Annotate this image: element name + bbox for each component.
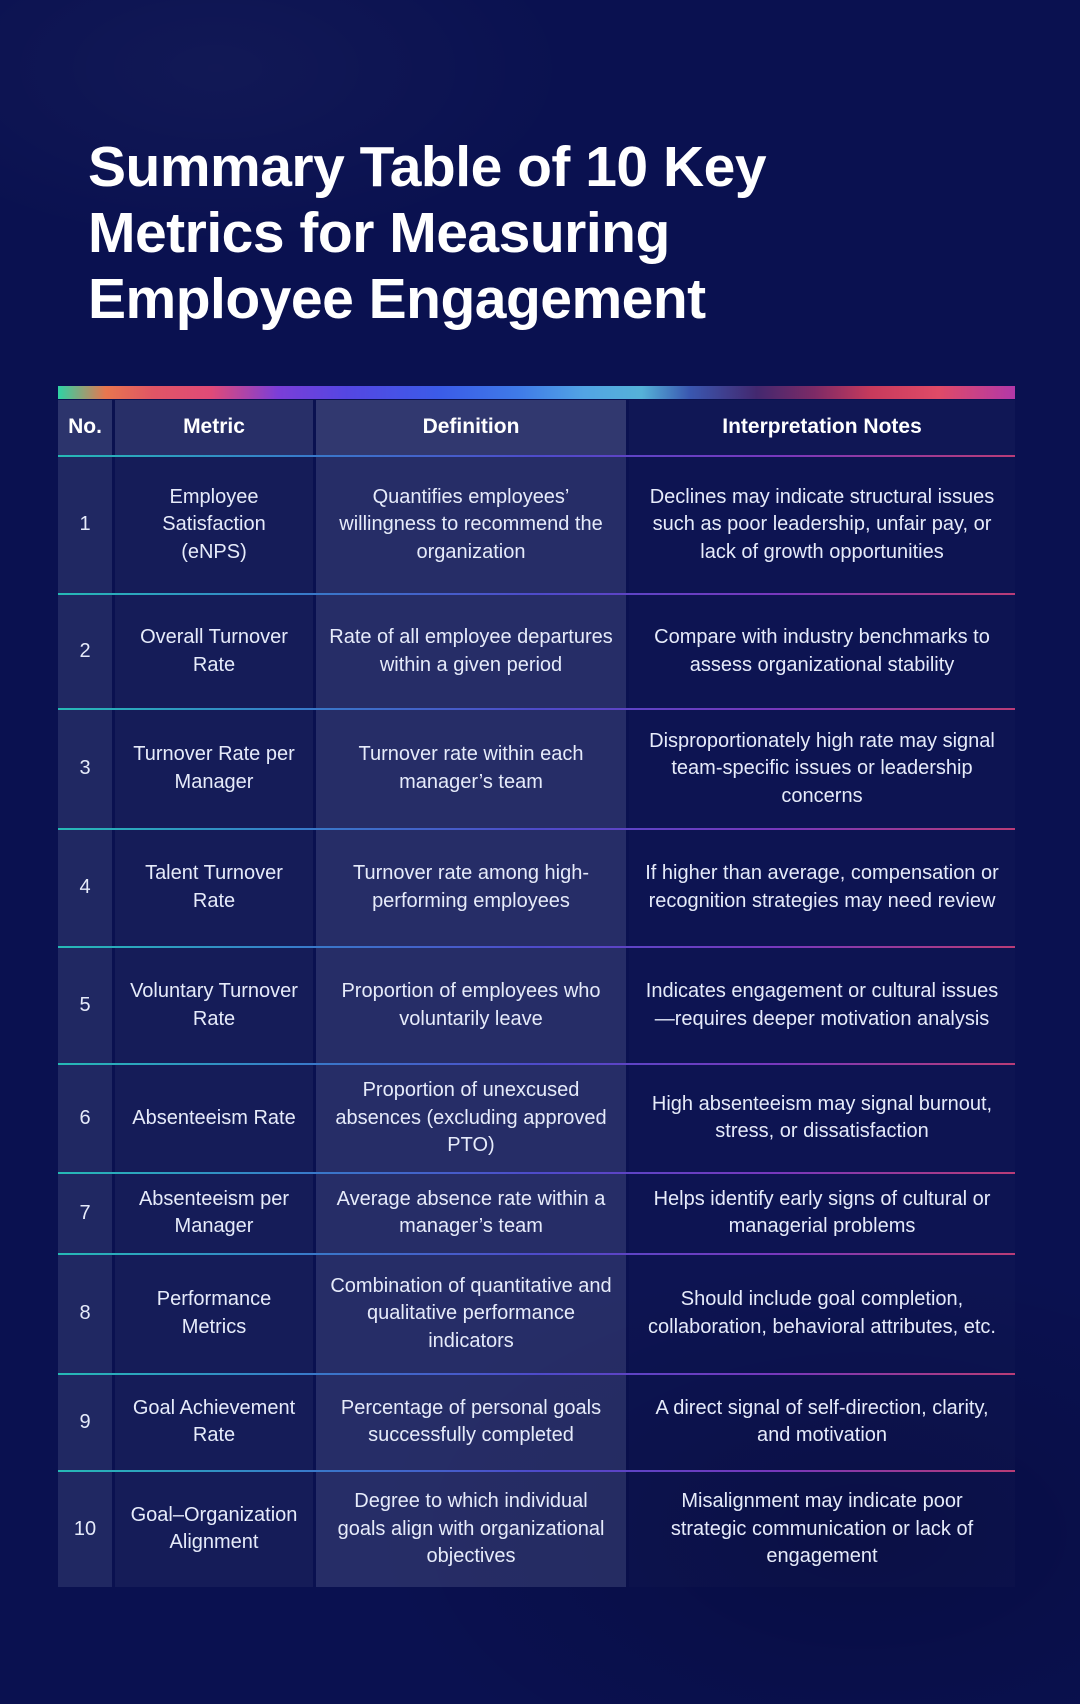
table-row: 8 Performance Metrics Combination of qua…: [58, 1254, 1015, 1373]
interpretation-cell: Should include goal completion, collabor…: [648, 1288, 996, 1338]
summary-table: No. Metric Definition Interpretation Not…: [58, 386, 1015, 1587]
interpretation-cell: A direct signal of self-direction, clari…: [655, 1396, 989, 1447]
table-row: 6 Absenteeism Rate Proportion of unexcus…: [58, 1065, 1015, 1172]
header-definition: Definition: [316, 400, 626, 455]
definition-cell: Proportion of unexcused absences (exclud…: [316, 1065, 626, 1172]
interpretation-cell: Misalignment may indicate poor strategic…: [670, 1490, 974, 1568]
table-row: 5 Voluntary Turnover Rate Proportion of …: [58, 948, 1015, 1063]
table-row: 3 Turnover Rate per Manager Turnover rat…: [58, 710, 1015, 828]
row-number-cell: 3: [58, 710, 112, 828]
row-separator: [58, 1063, 1015, 1065]
row-number-cell: 7: [58, 1173, 112, 1253]
table-row: 9 Goal Achievement Rate Percentage of pe…: [58, 1374, 1015, 1470]
row-separator: [58, 1372, 1015, 1375]
metric-cell: Talent Turnover Rate: [115, 830, 313, 946]
row-number-cell: 5: [58, 948, 112, 1063]
definition-cell: Turnover rate among high-performing empl…: [316, 830, 626, 946]
metric-cell: Absenteeism per Manager: [115, 1173, 313, 1253]
row-separator: [58, 828, 1015, 830]
row-number-cell: 2: [58, 595, 112, 708]
interpretation-cell: Indicates engagement or cultural issues—…: [645, 979, 999, 1030]
definition-cell: Quantifies employees’ willingness to rec…: [316, 457, 626, 593]
table-row: 7 Absenteeism per Manager Average absenc…: [58, 1173, 1015, 1253]
table-row: 1 Employee Satisfaction (eNPS) Quantifie…: [58, 457, 1015, 593]
definition-cell: Average absence rate within a manager’s …: [316, 1173, 626, 1253]
row-number-cell: 4: [58, 830, 112, 946]
row-separator: [58, 1469, 1015, 1472]
definition-cell: Turnover rate within each manager’s team: [316, 710, 626, 828]
row-separator: [58, 593, 1015, 595]
table-row: 2 Overall Turnover Rate Rate of all empl…: [58, 595, 1015, 708]
definition-cell: Proportion of employees who voluntarily …: [316, 948, 626, 1063]
table-header-row: No. Metric Definition Interpretation Not…: [58, 400, 1015, 455]
header-interpretation-notes: Interpretation Notes: [629, 400, 1015, 455]
definition-cell: Degree to which individual goals align w…: [316, 1471, 626, 1587]
definition-cell: Percentage of personal goals successfull…: [316, 1374, 626, 1470]
interpretation-cell: Compare with industry benchmarks to asse…: [654, 625, 990, 676]
row-number-cell: 6: [58, 1065, 112, 1172]
header-metric: Metric: [115, 400, 313, 455]
row-separator: [58, 455, 1015, 457]
row-separator: [58, 708, 1015, 710]
metric-cell: Absenteeism Rate: [115, 1065, 313, 1172]
row-separator: [58, 946, 1015, 948]
row-separator: [58, 1171, 1015, 1174]
page-title: Summary Table of 10 Key Metrics for Meas…: [88, 135, 767, 332]
interpretation-cell: Helps identify early signs of cultural o…: [653, 1187, 991, 1238]
definition-cell: Rate of all employee departures within a…: [316, 595, 626, 708]
accent-gradient-bar: [58, 386, 1015, 399]
metric-cell: Turnover Rate per Manager: [115, 710, 313, 828]
interpretation-cell: Declines may indicate structural issues …: [649, 485, 995, 563]
row-number-cell: 8: [58, 1254, 112, 1373]
row-number-cell: 10: [58, 1471, 112, 1587]
metric-cell: Employee Satisfaction (eNPS): [115, 457, 313, 593]
metric-cell: Overall Turnover Rate: [115, 595, 313, 708]
header-no: No.: [58, 400, 112, 455]
definition-cell: Combination of quantitative and qualitat…: [316, 1254, 626, 1373]
row-number-cell: 1: [58, 457, 112, 593]
interpretation-cell: High absenteeism may signal burnout, str…: [651, 1092, 993, 1143]
row-number-cell: 9: [58, 1374, 112, 1470]
row-separator: [58, 1252, 1015, 1255]
metric-cell: Goal–Organization Alignment: [115, 1471, 313, 1587]
metric-cell: Goal Achievement Rate: [115, 1374, 313, 1470]
metric-cell: Performance Metrics: [115, 1254, 313, 1373]
table-row: 4 Talent Turnover Rate Turnover rate amo…: [58, 830, 1015, 946]
metric-cell: Voluntary Turnover Rate: [115, 948, 313, 1063]
interpretation-cell: If higher than average, compensation or …: [645, 862, 999, 912]
interpretation-cell: Disproportionately high rate may signal …: [649, 729, 995, 807]
table-row: 10 Goal–Organization Alignment Degree to…: [58, 1471, 1015, 1587]
